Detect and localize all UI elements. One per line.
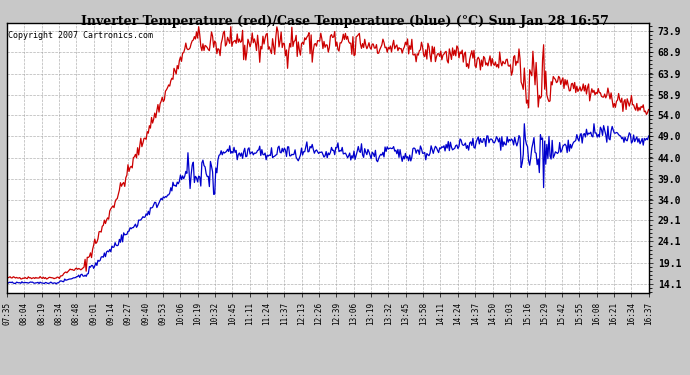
- Text: Copyright 2007 Cartronics.com: Copyright 2007 Cartronics.com: [8, 31, 153, 40]
- Text: Inverter Temperature (red)/Case Temperature (blue) (°C) Sun Jan 28 16:57: Inverter Temperature (red)/Case Temperat…: [81, 15, 609, 28]
